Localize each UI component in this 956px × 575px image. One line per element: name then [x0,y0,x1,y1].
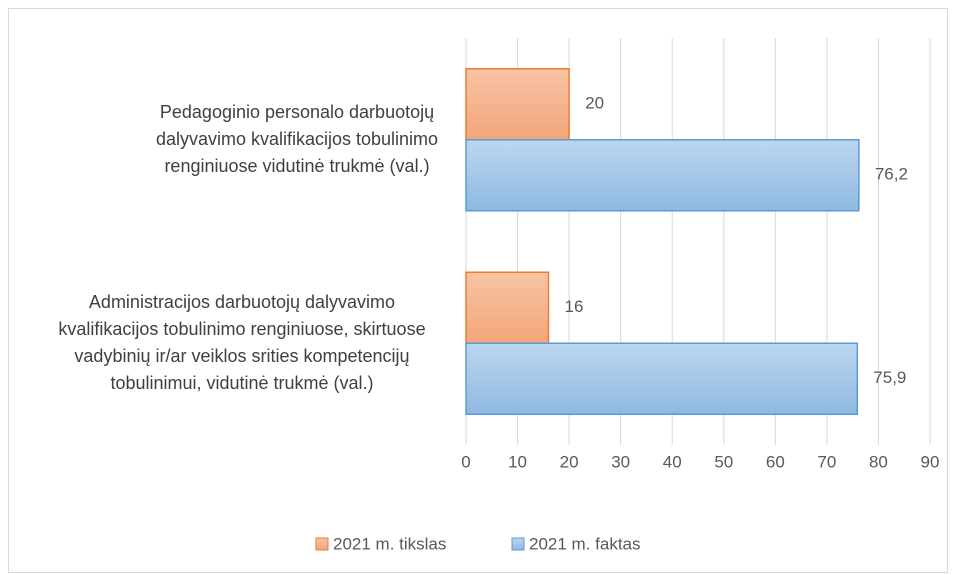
legend-label: 2021 m. faktas [529,534,641,553]
bar [465,271,550,344]
bar [465,342,859,415]
x-tick-label: 50 [714,452,733,471]
x-tick-label: 90 [921,452,940,471]
bar [465,139,860,212]
x-tick-label: 20 [560,452,579,471]
category-label: Pedagoginio personalo darbuotojų dalyvav… [155,102,439,177]
legend-marker [511,537,525,551]
data-label: 76,2 [875,165,908,184]
x-tick-label: 30 [611,452,630,471]
x-tick-label: 80 [869,452,888,471]
x-tick-label: 10 [508,452,527,471]
x-tick-label: 60 [766,452,785,471]
bar [465,68,570,141]
x-tick-label: 40 [663,452,682,471]
data-label: 16 [564,297,583,316]
legend-marker [315,537,329,551]
chart-border [8,8,948,573]
data-label: 75,9 [873,368,906,387]
x-tick-label: 0 [461,452,470,471]
data-label: 20 [585,94,604,113]
x-tick-label: 70 [817,452,836,471]
legend-label: 2021 m. tikslas [333,534,446,553]
category-label: Administracijos darbuotojų dalyvavimo kv… [58,292,426,394]
